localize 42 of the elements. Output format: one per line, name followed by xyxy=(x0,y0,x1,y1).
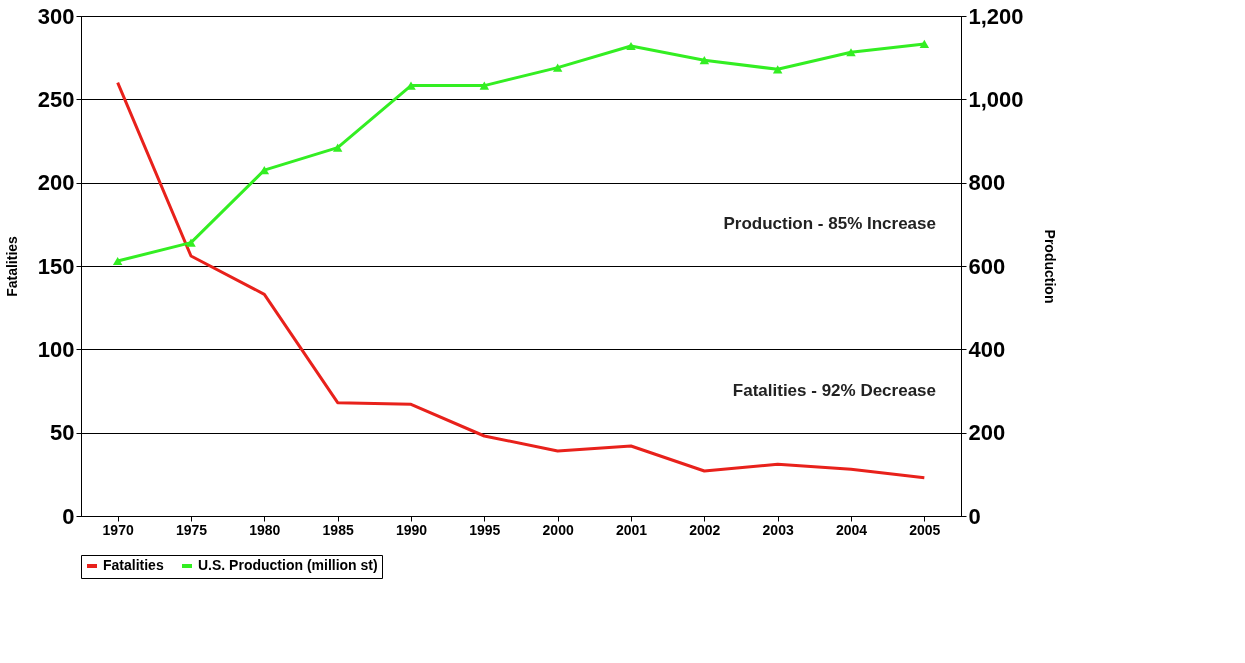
legend-label: U.S. Production (million st) xyxy=(198,557,378,573)
point xyxy=(552,63,563,72)
point xyxy=(112,256,123,266)
point xyxy=(919,39,930,49)
x-tick-label: 1975 xyxy=(175,521,208,538)
y2-tick-label: 0 xyxy=(968,503,981,529)
y2-tick-label: 800 xyxy=(968,170,1006,196)
annotation: Fatalities - 92% Decrease xyxy=(732,381,936,400)
x-tick-label: 1980 xyxy=(249,521,281,538)
y2-tick-label: 400 xyxy=(968,336,1006,362)
y2-axis-title: Production xyxy=(1041,229,1058,304)
point xyxy=(626,41,636,51)
x-tick-label: 2003 xyxy=(762,521,794,538)
annotation: Production - 85% Increase xyxy=(723,213,936,233)
y-tick-label: 300 xyxy=(37,3,75,29)
x-tick-label: 2004 xyxy=(835,521,868,538)
x-tick-label: 1970 xyxy=(102,521,134,538)
x-tick-label: 1990 xyxy=(395,521,428,538)
point xyxy=(479,81,490,90)
y2-tick-label: 200 xyxy=(968,420,1006,446)
y2-tick-label: 1,200 xyxy=(968,3,1024,29)
x-tick-label: 2002 xyxy=(689,521,721,538)
y-tick-label: 50 xyxy=(50,420,75,446)
point xyxy=(772,65,783,74)
y2-tick-label: 600 xyxy=(968,253,1006,279)
y-tick-label: 200 xyxy=(37,170,75,196)
y-tick-label: 250 xyxy=(37,86,75,112)
x-tick-label: 2005 xyxy=(909,521,941,538)
x-tick-label: 1985 xyxy=(322,521,354,538)
y-tick-label: 100 xyxy=(37,336,75,362)
y-tick-label: 0 xyxy=(62,503,75,529)
y-axis-title: Fatalities xyxy=(3,235,20,297)
point xyxy=(332,143,343,152)
legend-label: Fatalities xyxy=(103,557,164,573)
point xyxy=(186,238,196,247)
x-tick-label: 1995 xyxy=(469,521,501,538)
point xyxy=(846,48,856,57)
x-tick-label: 2000 xyxy=(542,521,574,538)
x-tick-label: 2001 xyxy=(615,521,648,538)
point xyxy=(699,56,710,65)
y2-tick-label: 1,000 xyxy=(968,86,1024,112)
y-tick-label: 150 xyxy=(37,253,75,279)
